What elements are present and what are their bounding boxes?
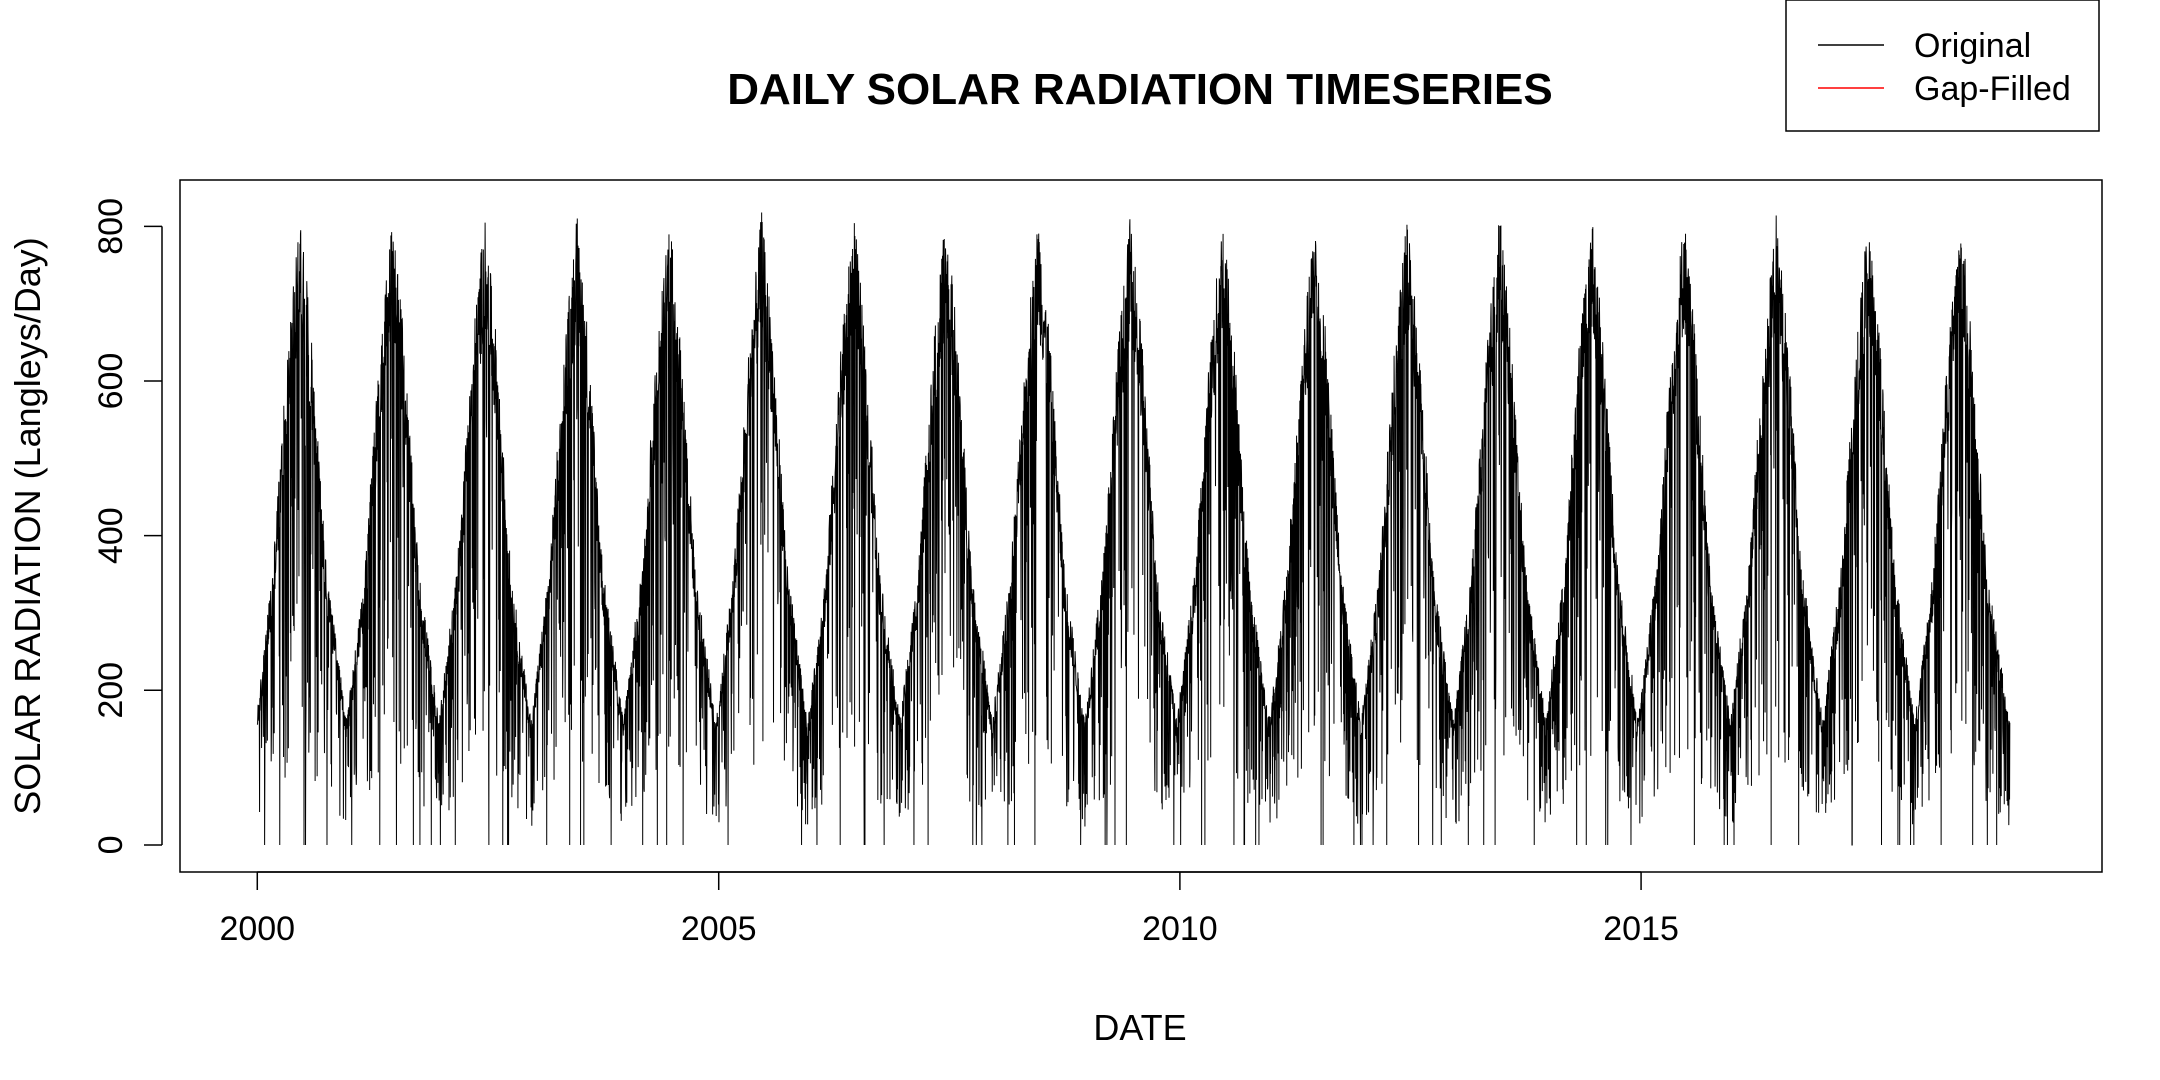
- series-line-original: [256, 212, 2011, 846]
- x-axis: 2000 2005 2010 2015: [219, 871, 1679, 948]
- y-tick-label: 0: [92, 835, 130, 854]
- legend-box: [1785, 0, 2100, 132]
- y-axis-label: SOLAR RADIATION (Langleys/Day): [7, 237, 48, 815]
- x-tick-label: 2000: [219, 910, 295, 948]
- y-axis: 0 200 400 600 800: [92, 198, 163, 854]
- y-tick-label: 800: [92, 198, 130, 255]
- y-tick-label: 400: [92, 507, 130, 564]
- legend-label-original: Original: [1914, 27, 2031, 65]
- y-tick-label: 200: [92, 662, 130, 719]
- chart-title: DAILY SOLAR RADIATION TIMESERIES: [727, 65, 1553, 114]
- x-tick-label: 2005: [681, 910, 757, 948]
- legend: Original Gap-Filled: [1785, 0, 2100, 132]
- series-layer: [256, 212, 2011, 846]
- x-tick-label: 2015: [1603, 910, 1679, 948]
- y-tick-label: 600: [92, 353, 130, 410]
- x-axis-label: DATE: [1093, 1007, 1186, 1048]
- x-tick-label: 2010: [1142, 910, 1218, 948]
- legend-label-gap-filled: Gap-Filled: [1914, 70, 2071, 108]
